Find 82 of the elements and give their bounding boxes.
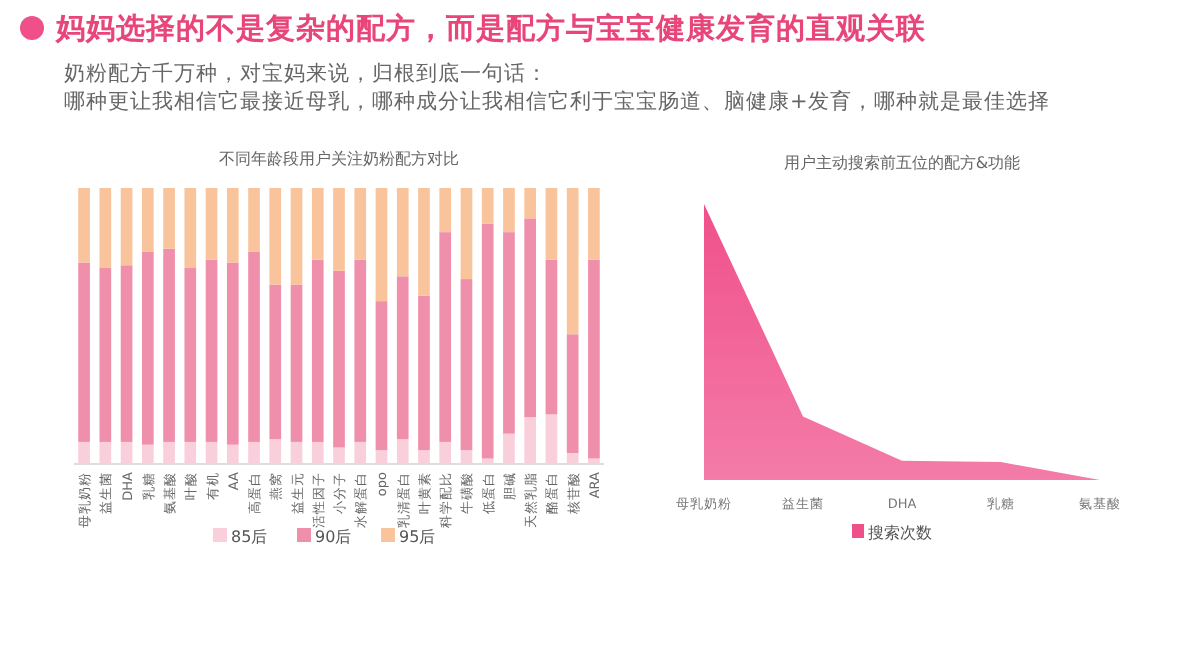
bar xyxy=(418,450,430,464)
bar xyxy=(141,251,154,445)
legend-label: 85后 xyxy=(231,528,268,546)
bar xyxy=(396,276,409,440)
bar xyxy=(545,414,558,464)
bar xyxy=(205,259,218,442)
bar xyxy=(269,284,282,440)
bar xyxy=(248,441,260,464)
bar xyxy=(205,188,218,260)
bar xyxy=(588,259,600,459)
bar xyxy=(141,188,154,252)
bar xyxy=(375,301,388,451)
bar xyxy=(588,458,600,464)
bar xyxy=(439,232,452,442)
bar xyxy=(503,232,515,434)
legend-label: 搜索次数 xyxy=(868,524,932,542)
bar xyxy=(78,262,90,442)
bar xyxy=(141,444,154,464)
bar xyxy=(290,441,303,464)
bar xyxy=(163,441,175,464)
bar xyxy=(248,251,260,442)
bar xyxy=(163,248,175,442)
bar xyxy=(99,441,112,464)
bar xyxy=(120,188,133,266)
bar xyxy=(566,452,579,464)
bar xyxy=(311,259,324,442)
text: 哪种更让我相信它最接近母乳，哪种成分让我相信它利于宝宝肠道、脑健康+发育，哪种就是最佳选择 xyxy=(64,88,1050,114)
bar xyxy=(503,433,515,464)
bar xyxy=(375,188,388,302)
bar xyxy=(269,439,282,464)
bar xyxy=(120,265,133,442)
bar xyxy=(269,188,282,285)
bar xyxy=(248,188,260,252)
bar xyxy=(503,188,515,233)
bar xyxy=(354,259,367,442)
bar xyxy=(311,441,324,464)
legend-label: 90后 xyxy=(315,528,352,546)
bar xyxy=(524,417,537,464)
bar xyxy=(481,458,494,464)
bar xyxy=(184,268,197,442)
bar xyxy=(354,441,367,464)
text: 妈妈选择的不是复杂的配方，而是配方与宝宝健康发育的直观关联 xyxy=(54,10,928,46)
bar xyxy=(226,262,239,445)
bar xyxy=(545,188,558,260)
bar xyxy=(524,218,537,418)
bar xyxy=(439,441,452,464)
chart-title: 用户主动搜索前五位的配方&功能 xyxy=(783,154,1021,172)
bar xyxy=(481,188,494,224)
bar xyxy=(354,188,367,260)
bar xyxy=(184,441,197,464)
bar xyxy=(588,188,600,260)
bar xyxy=(163,188,175,249)
bar xyxy=(120,441,133,464)
bar xyxy=(226,444,239,464)
bar xyxy=(99,268,112,442)
bar xyxy=(566,188,579,335)
bar xyxy=(78,188,90,263)
bar xyxy=(333,188,345,271)
bar xyxy=(418,188,430,296)
bar xyxy=(290,284,303,442)
bar xyxy=(460,188,473,280)
bar xyxy=(78,441,90,464)
bar xyxy=(205,441,218,464)
bar xyxy=(481,223,494,459)
bar xyxy=(418,295,430,451)
bar xyxy=(333,447,345,464)
bar xyxy=(333,270,345,448)
bar xyxy=(524,188,537,219)
bar xyxy=(226,188,239,263)
bar xyxy=(290,188,303,285)
bar xyxy=(460,279,473,451)
bar xyxy=(545,259,558,415)
bar xyxy=(184,188,197,269)
bar xyxy=(396,188,409,277)
bar xyxy=(439,188,452,233)
bar xyxy=(99,188,112,269)
bar xyxy=(396,439,409,464)
legend-label: 95后 xyxy=(399,528,436,546)
bar xyxy=(566,334,579,453)
chart-title: 不同年龄段用户关注奶粉配方对比 xyxy=(219,150,459,168)
text: 奶粉配方千万种，对宝妈来说，归根到底一句话： xyxy=(64,60,548,86)
bar xyxy=(311,188,324,260)
